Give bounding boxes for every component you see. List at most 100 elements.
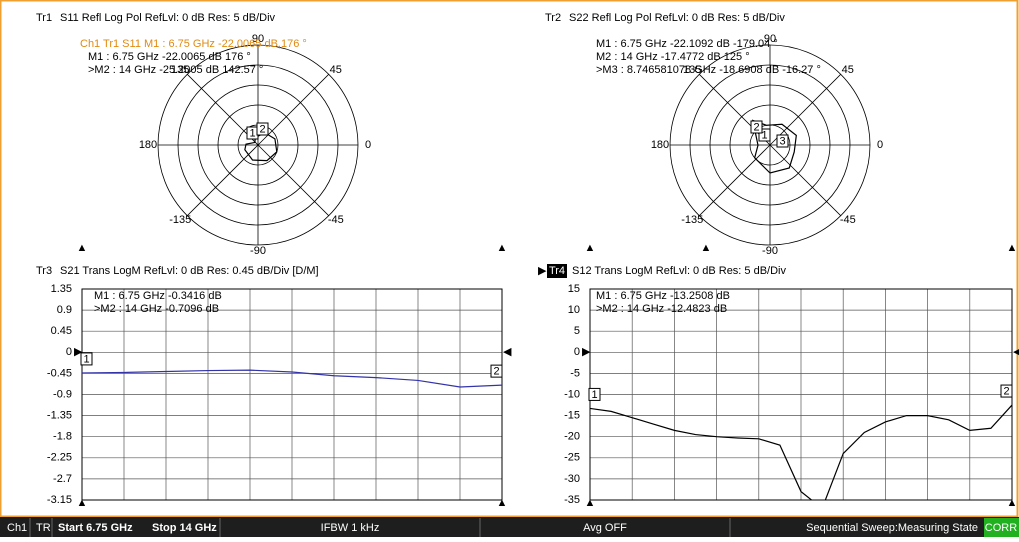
y-tick-label: 15	[568, 283, 580, 295]
polar-spoke	[699, 144, 771, 216]
marker-flag: 1	[591, 389, 597, 401]
y-tick-label: -1.35	[47, 410, 72, 422]
marker-flag: 2	[753, 121, 759, 133]
angle-label: -45	[840, 214, 856, 226]
angle-label: 0	[365, 139, 371, 151]
polar-spoke	[187, 74, 259, 146]
avg: Avg OFF	[583, 522, 627, 534]
marker-readout: M1 : 6.75 GHz -13.2508 dB	[596, 290, 730, 302]
scale-triangle: ▲	[585, 497, 596, 509]
angle-label: 135	[171, 64, 189, 76]
frame	[0, 0, 1019, 518]
sweep-state: Sequential Sweep:Measuring State	[806, 522, 978, 534]
marker-flag-box	[490, 364, 503, 378]
trace-name: Tr4	[549, 265, 565, 277]
marker-flag: 2	[493, 366, 499, 378]
y-tick-label: -0.9	[53, 388, 72, 400]
angle-label: -135	[681, 214, 703, 226]
trace-name: Tr3	[36, 265, 52, 277]
y-tick-label: 5	[574, 325, 580, 337]
scale-triangle: ▲	[77, 497, 88, 509]
marker-flag: 2	[259, 123, 265, 135]
trace-name: Tr2	[545, 12, 561, 24]
separators	[29, 518, 731, 537]
marker-readout: >M2 : 14 GHz -0.7096 dB	[94, 303, 219, 315]
marker-flag: 2	[1003, 385, 1009, 397]
marker-flag-box	[776, 134, 789, 148]
ref-arrow-right: ◀	[503, 346, 512, 358]
angle-label: 0	[877, 139, 883, 151]
active-arrow: ▶	[538, 265, 547, 277]
marker-flag-box	[758, 128, 771, 142]
trace	[82, 369, 502, 388]
marker-flag: 1	[83, 353, 89, 365]
y-tick-label: -10	[564, 388, 580, 400]
marker-flag-box	[750, 120, 763, 134]
stop: Stop 14 GHz	[152, 522, 217, 534]
scale-triangle: ▲	[1007, 242, 1018, 254]
angle-label: 90	[764, 33, 776, 45]
y-tick-label: -15	[564, 410, 580, 422]
marker-flag: 1	[761, 129, 767, 141]
angle-label: -90	[250, 245, 266, 257]
scale-triangle: ▲	[1007, 497, 1018, 509]
scale-triangle: ▲	[585, 242, 596, 254]
corr: CORR	[985, 522, 1017, 534]
angle-label: 135	[683, 64, 701, 76]
marker-flag-box	[256, 122, 269, 136]
corr-bg	[984, 518, 1019, 537]
channel: Ch1	[7, 522, 27, 534]
y-tick-label: -5	[570, 367, 580, 379]
angle-label: 45	[330, 64, 342, 76]
marker-flag-box	[1000, 384, 1013, 398]
angle-label: 90	[252, 33, 264, 45]
scale-triangle: ▲	[701, 242, 712, 254]
y-tick-label: -20	[564, 431, 580, 443]
trace-name: Tr1	[36, 12, 52, 24]
angle-label: -90	[762, 245, 778, 257]
polar-spoke	[257, 144, 329, 216]
trace-title: S12 Trans LogM RefLvl: 0 dB Res: 5 dB/Di…	[572, 265, 786, 277]
trace-title: S22 Refl Log Pol RefLvl: 0 dB Res: 5 dB/…	[569, 12, 785, 24]
ref-arrow-right: ◀	[1013, 346, 1019, 358]
scale-triangle: ▲	[77, 242, 88, 254]
y-tick-label: -30	[564, 473, 580, 485]
marker-readout: M1 : 6.75 GHz -0.3416 dB	[94, 290, 222, 302]
y-tick-label: -25	[564, 452, 580, 464]
angle-label: 180	[651, 139, 669, 151]
y-tick-label: -0.45	[47, 367, 72, 379]
marker-readout: >M2 : 14 GHz -25.2005 dB 142.57 °	[88, 64, 263, 76]
y-tick-label: -2.25	[47, 452, 72, 464]
marker-readout: >M3 : 8.746581078 GHz -18.6908 dB -16.27…	[596, 64, 821, 76]
angle-label: 45	[842, 64, 854, 76]
y-tick-label: 0.9	[57, 304, 72, 316]
y-tick-label: -2.7	[53, 473, 72, 485]
y-tick-label: -1.8	[53, 431, 72, 443]
angle-label: -135	[169, 214, 191, 226]
trace	[244, 132, 278, 162]
trace-tag-bg	[547, 264, 567, 278]
y-tick-label: 10	[568, 304, 580, 316]
polar-spoke	[187, 144, 259, 216]
y-tick-label: 0	[66, 346, 72, 358]
marker-readout: M1 : 6.75 GHz -22.1092 dB -179.04 °	[596, 38, 778, 50]
ref-arrow-left: ▶	[582, 346, 591, 358]
trace	[590, 404, 1012, 500]
status-bar: Ch1 TR Start 6.75 GHz Stop 14 GHz IFBW 1…	[0, 517, 1019, 537]
trace-title: S11 Refl Log Pol RefLvl: 0 dB Res: 5 dB/…	[60, 12, 276, 24]
y-tick-label: -35	[564, 494, 580, 506]
polar-spoke	[769, 74, 841, 146]
marker-flag: 3	[779, 135, 785, 147]
y-tick-label: 0	[574, 346, 580, 358]
marker-readout: M1 : 6.75 GHz -22.0065 dB 176 °	[88, 51, 251, 63]
marker-readout: M2 : 14 GHz -17.4772 dB 125 °	[596, 51, 750, 63]
y-tick-label: -3.15	[47, 494, 72, 506]
y-tick-label: 1.35	[51, 283, 72, 295]
polar-spoke	[257, 74, 329, 146]
scale-triangle: ▲	[497, 497, 508, 509]
plot-border	[81, 288, 503, 501]
marker-flag-box	[80, 352, 93, 366]
polar-spoke	[769, 144, 841, 216]
marker-readout: Ch1 Tr1 S11 M1 : 6.75 GHz -22.0065 dB,17…	[80, 38, 307, 50]
